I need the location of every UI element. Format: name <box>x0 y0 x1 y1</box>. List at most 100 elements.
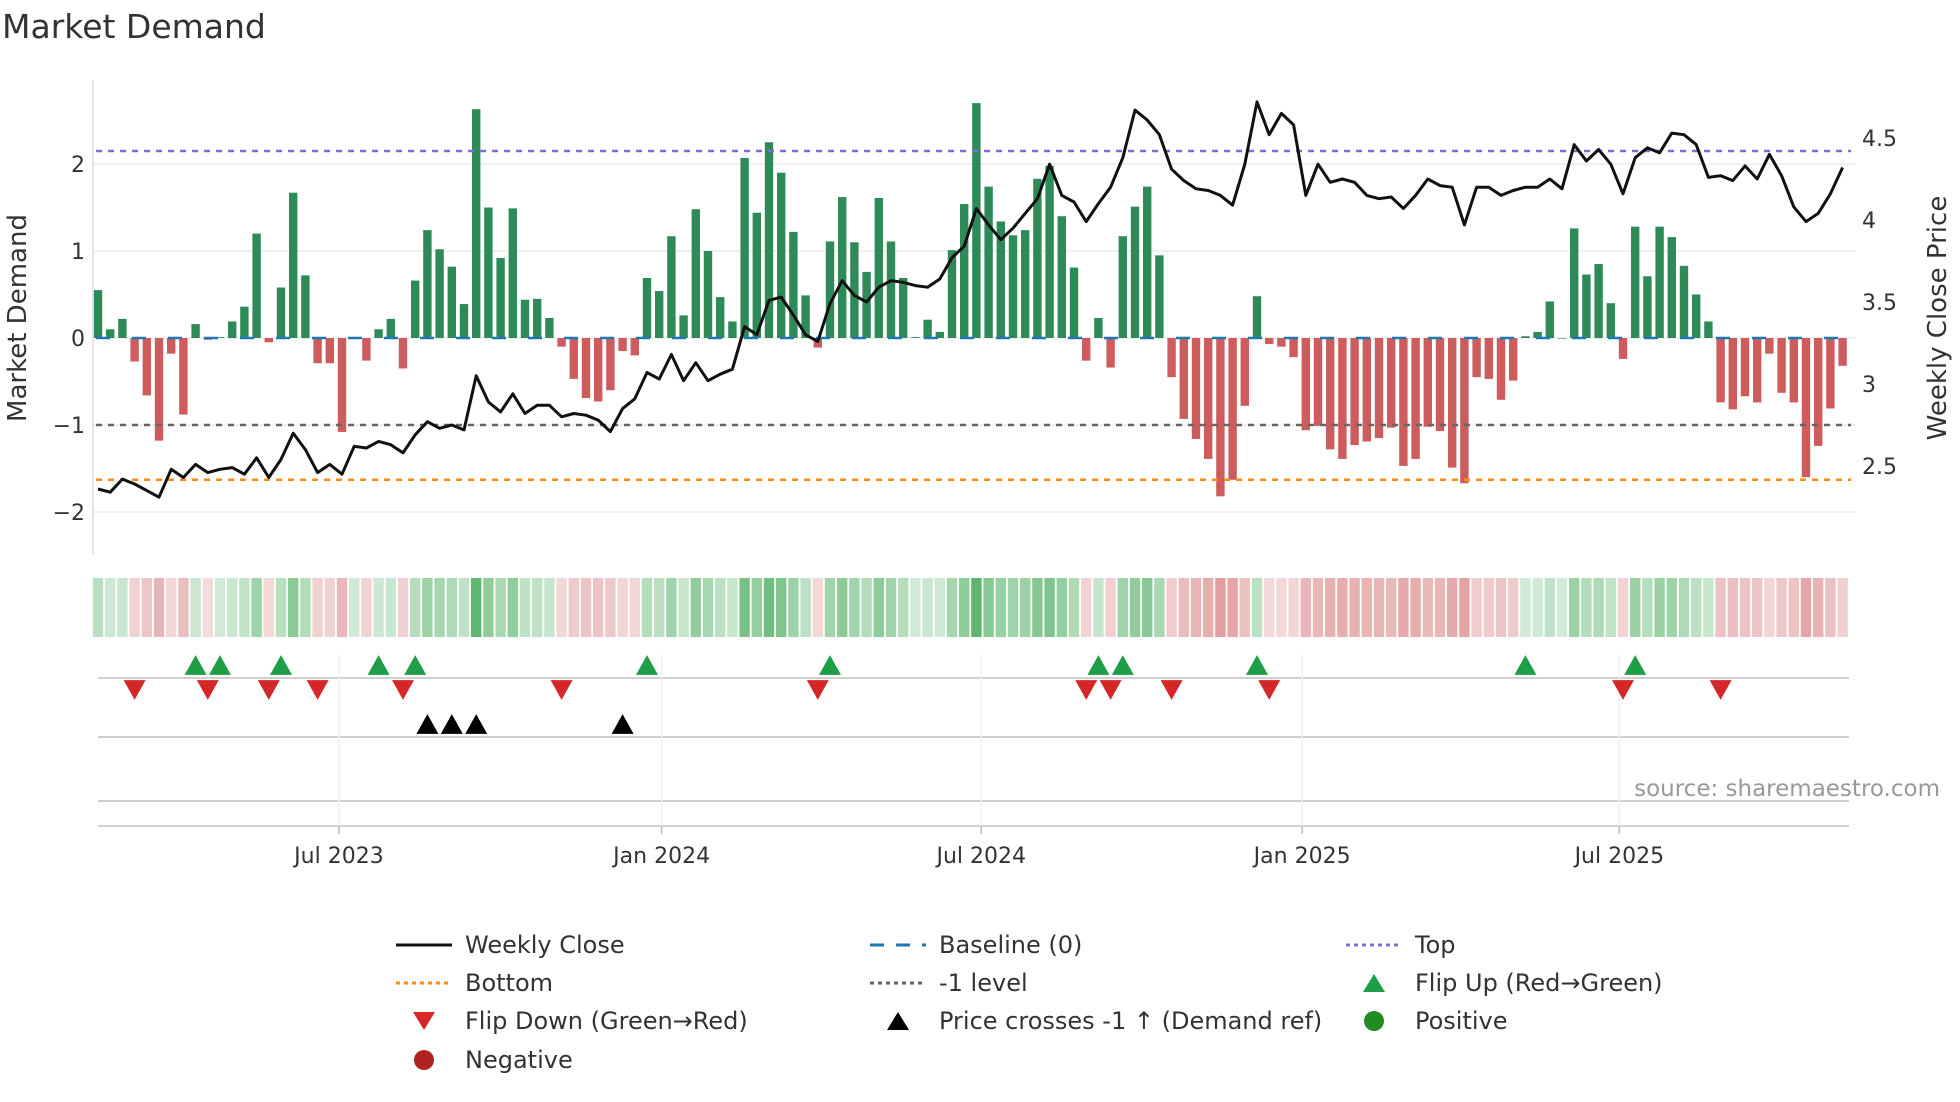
positive-bar <box>874 197 883 338</box>
heat-cell <box>324 578 335 637</box>
positive-bar <box>850 242 859 338</box>
heat-cell <box>1386 578 1397 637</box>
legend-item-flip-down: Flip Down (Green→Red) <box>413 1007 748 1035</box>
legend-label: Baseline (0) <box>939 931 1082 959</box>
positive-bar <box>1533 331 1542 338</box>
heat-cell <box>373 578 384 637</box>
heat-cell <box>946 578 958 637</box>
heat-cell <box>1056 578 1067 637</box>
positive-bar <box>911 337 920 338</box>
positive-bar <box>459 304 469 338</box>
y-tick-label: 0 <box>71 327 85 352</box>
positive-bar <box>667 236 676 338</box>
heat-cell <box>1447 578 1458 637</box>
legend-item-baseline: Baseline (0) <box>870 931 1082 959</box>
heat-cell <box>1630 578 1641 637</box>
negative-bar <box>569 338 578 379</box>
heat-cell <box>885 578 897 637</box>
positive-bar <box>276 287 286 338</box>
negative-bar <box>1814 338 1823 446</box>
flip-down-marker <box>1258 680 1281 700</box>
negative-bar <box>1204 338 1213 459</box>
positive-bar <box>533 298 542 338</box>
legend-item-minus-one: -1 level <box>870 969 1028 997</box>
heat-cell <box>1703 578 1714 637</box>
positive-bar <box>252 233 261 338</box>
heat-cell <box>812 578 823 637</box>
heat-cell <box>1434 578 1446 637</box>
heat-cell <box>1215 578 1226 637</box>
negative-bar <box>618 338 627 352</box>
flip-down-marker <box>806 680 829 700</box>
heat-cell <box>178 578 189 637</box>
y-tick-label: −2 <box>53 501 85 526</box>
negative-bar <box>1399 338 1408 466</box>
y-tick-label: −1 <box>53 414 85 439</box>
negative-bar <box>630 338 639 356</box>
heat-cell <box>1508 578 1519 637</box>
legend-label: Flip Up (Red→Green) <box>1415 969 1663 997</box>
heat-cell <box>1190 578 1202 637</box>
flip-up-marker <box>1111 655 1134 675</box>
positive-bar <box>740 157 749 338</box>
flip-up-marker <box>636 655 658 675</box>
heat-cell <box>1544 578 1555 637</box>
x-tick-label: Jul 2025 <box>1573 844 1665 869</box>
negative-bar <box>1716 338 1725 403</box>
negative-bar <box>1740 338 1750 397</box>
price-cross-marker <box>440 714 463 734</box>
heat-cell <box>385 578 396 637</box>
negative-bar <box>1277 338 1286 347</box>
heat-cell <box>824 578 836 637</box>
negative-bar <box>1228 338 1237 480</box>
positive-bar <box>935 331 944 338</box>
heat-cell <box>288 578 299 637</box>
positive-bar <box>838 197 847 338</box>
heat-cell <box>519 578 531 637</box>
flip-down-marker <box>257 680 280 700</box>
heat-cell <box>349 578 360 637</box>
flip-down-marker <box>1709 680 1732 700</box>
heat-cell <box>1276 578 1287 637</box>
positive-bar <box>1057 216 1066 338</box>
y-axis-label: Market Demand <box>3 214 33 422</box>
flip-down-marker <box>1160 680 1183 700</box>
heat-cell <box>605 578 616 637</box>
heat-cell <box>1288 578 1299 637</box>
heat-cell <box>715 578 726 637</box>
heat-cell <box>117 578 128 637</box>
heat-cell <box>776 578 787 637</box>
heat-cell <box>1007 578 1019 637</box>
negative-bar <box>581 338 591 399</box>
negative-bar <box>1753 338 1762 403</box>
positive-bar <box>215 337 225 338</box>
heat-cell <box>739 578 750 637</box>
positive-bar <box>484 207 493 338</box>
heat-cell <box>495 578 506 637</box>
heat-cell <box>861 578 872 637</box>
legend-label: Top <box>1414 931 1456 959</box>
heat-cell <box>1239 578 1250 637</box>
flip-up-marker <box>184 655 207 675</box>
negative-bar <box>1472 338 1481 378</box>
flip-up-marker <box>1246 655 1268 675</box>
price-cross-marker <box>611 714 634 734</box>
positive-bar <box>447 266 456 338</box>
positive-bar <box>1557 338 1567 339</box>
positive-bar <box>1655 226 1664 338</box>
x-tick-label: Jul 2023 <box>292 844 384 869</box>
heat-cell <box>837 578 848 637</box>
positive-bar <box>423 230 432 338</box>
negative-bar <box>1374 338 1384 439</box>
heat-cell <box>1203 578 1214 637</box>
positive-bar <box>1045 165 1054 338</box>
negative-bar <box>1448 338 1457 468</box>
positive-bar <box>1582 274 1591 338</box>
heat-cell <box>227 578 238 637</box>
heat-cell <box>1642 578 1653 637</box>
positive-bar <box>386 318 395 338</box>
heat-cell <box>1678 578 1690 637</box>
heat-cell <box>1337 578 1348 637</box>
heat-cell <box>1398 578 1409 637</box>
